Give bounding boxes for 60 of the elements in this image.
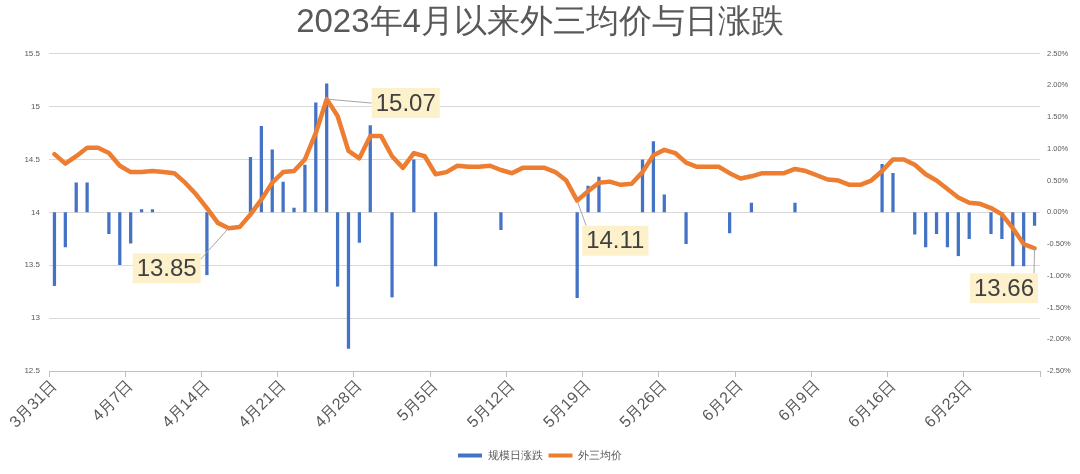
bar [335, 212, 340, 287]
chart-title: 2023年4月以来外三均价与日涨跌 [296, 1, 784, 39]
bar [499, 212, 503, 231]
bar [945, 212, 950, 248]
bar [934, 212, 939, 234]
legend-label: 外三均价 [578, 448, 622, 461]
bar [303, 164, 307, 213]
x-tick-label: 6月23日 [920, 377, 975, 431]
x-tick-label: 5月5日 [393, 377, 441, 425]
y-tick-label: 15.5 [24, 48, 41, 58]
x-tick-label: 6月9日 [774, 377, 822, 425]
data-label: 13.85 [136, 253, 197, 281]
x-tick-label: 4月14日 [158, 377, 213, 431]
bar [107, 212, 111, 234]
x-tick-label: 4月21日 [234, 377, 289, 431]
bar [281, 181, 285, 213]
bar [684, 212, 688, 245]
x-tick-label: 6月2日 [698, 377, 746, 425]
bar [357, 212, 361, 243]
bar [891, 172, 895, 213]
y-tick-label: 14.5 [24, 154, 41, 164]
bar [390, 212, 394, 298]
bar [1032, 212, 1037, 226]
bar [412, 159, 416, 213]
bar [575, 212, 579, 298]
x-tick-label: 5月12日 [463, 377, 518, 431]
y-tick-label: 13 [31, 313, 41, 323]
x-tick-label: 4月28日 [311, 377, 365, 431]
x-tick-label: 6月16日 [844, 377, 899, 431]
bar [63, 212, 67, 248]
bar [924, 212, 928, 248]
bar [956, 212, 960, 257]
data-label: 14.11 [586, 226, 645, 254]
bar [129, 212, 133, 244]
data-label: 15.07 [375, 88, 436, 116]
bar [150, 209, 155, 213]
x-tick-label: 4月7日 [88, 377, 136, 425]
bar [967, 212, 971, 239]
bar [74, 182, 78, 213]
bar [52, 212, 57, 286]
y-tick-label: 14 [31, 207, 41, 217]
bar [292, 207, 296, 213]
bar [139, 209, 144, 213]
y-tick-label: 12.5 [24, 366, 41, 376]
bar [433, 212, 438, 267]
bar [793, 202, 797, 213]
bar [728, 212, 732, 234]
bar [85, 182, 89, 213]
x-tick-label: 5月26日 [616, 377, 670, 431]
data-label: 13.66 [973, 273, 1034, 301]
legend-label: 规模日涨跌 [487, 448, 543, 461]
x-tick-label: 3月31日 [6, 377, 60, 431]
bar [989, 212, 993, 234]
bar [205, 212, 209, 276]
y-tick-label: 15 [31, 101, 41, 111]
bar [913, 212, 917, 235]
bar [118, 212, 122, 265]
bar [346, 212, 351, 349]
x-tick-label: 5月19日 [539, 377, 594, 431]
y-tick-label: 13.5 [24, 260, 41, 270]
